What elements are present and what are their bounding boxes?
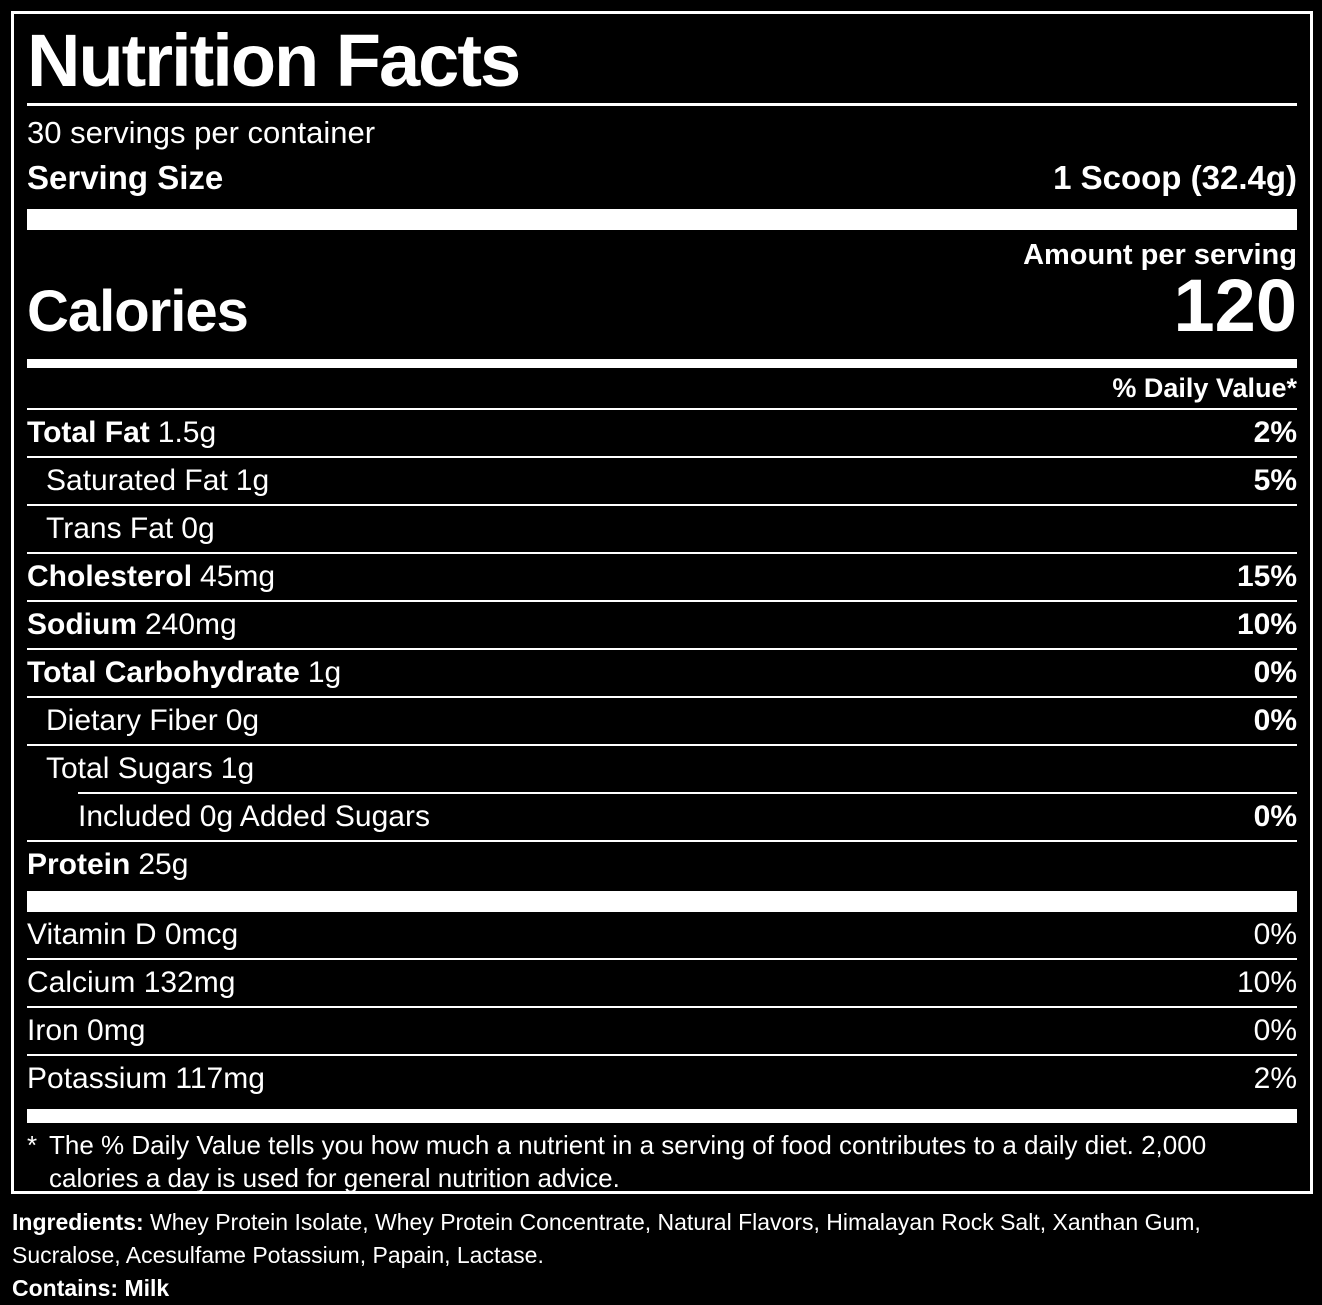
micronutrient-dv: 0% — [1253, 918, 1297, 952]
micronutrient-row-potassium: Potassium 117mg 2% — [27, 1054, 1297, 1102]
nutrient-dv: 2% — [1253, 416, 1297, 450]
micronutrient-row-calcium: Calcium 132mg 10% — [27, 958, 1297, 1006]
calories-value: 120 — [1173, 264, 1297, 348]
nutrient-amount: 45mg — [200, 560, 276, 594]
amount-per-serving: Amount per serving — [1023, 239, 1297, 272]
thick-divider-bar — [27, 891, 1297, 913]
nutrient-label: Dietary Fiber — [46, 704, 218, 738]
medium-divider-bar — [27, 1109, 1297, 1124]
nutrient-label: Total Sugars — [46, 752, 213, 786]
thick-divider-bar — [27, 209, 1297, 231]
ingredients-block: Ingredients: Whey Protein Isolate, Whey … — [12, 1206, 1310, 1305]
micronutrient-row-iron: Iron 0mg 0% — [27, 1006, 1297, 1054]
contains-statement: Contains: Milk — [12, 1275, 170, 1301]
nutrient-dv: 5% — [1253, 464, 1297, 498]
nutrient-dv: 0% — [1253, 704, 1297, 738]
panel-title: Nutrition Facts — [27, 14, 1297, 107]
nutrient-row-cholesterol: Cholesterol 45mg 15% — [27, 552, 1297, 600]
nutrient-label: Saturated Fat — [46, 464, 228, 498]
calories-label: Calories — [27, 279, 249, 345]
nutrient-label: Sodium — [27, 608, 137, 642]
nutrient-row-total-carbohydrate: Total Carbohydrate 1g 0% — [27, 648, 1297, 696]
ingredients-text: Whey Protein Isolate, Whey Protein Conce… — [12, 1209, 1201, 1268]
serving-size-label: Serving Size — [27, 159, 224, 197]
nutrient-amount: 240mg — [145, 608, 237, 642]
nutrient-row-total-sugars: Total Sugars 1g — [27, 744, 1297, 792]
nutrient-label: Protein — [27, 848, 131, 882]
nutrient-amount: 0g — [181, 512, 215, 546]
ingredients-label: Ingredients: — [12, 1209, 144, 1235]
nutrient-label: Cholesterol — [27, 560, 193, 594]
nutrient-label: Total Fat — [27, 416, 150, 450]
nutrient-amount: 1g — [220, 752, 255, 786]
micronutrient-label: Calcium 132mg — [27, 966, 236, 1000]
nutrient-row-sodium: Sodium 240mg 10% — [27, 600, 1297, 648]
nutrient-row-saturated-fat: Saturated Fat 1g 5% — [27, 456, 1297, 504]
daily-value-header: % Daily Value* — [27, 368, 1297, 411]
nutrient-row-total-fat: Total Fat 1.5g 2% — [27, 410, 1297, 456]
nutrient-label: Included 0g Added Sugars — [78, 800, 430, 834]
servings-per-container: 30 servings per container — [27, 115, 376, 151]
nutrient-amount: 25g — [138, 848, 189, 882]
micronutrient-label: Vitamin D 0mcg — [27, 918, 239, 952]
nutrient-amount: 1.5g — [157, 416, 217, 450]
nutrient-dv: 0% — [1253, 656, 1297, 690]
micronutrient-dv: 0% — [1253, 1014, 1297, 1048]
nutrient-label: Total Carbohydrate — [27, 656, 300, 690]
footnote-text: The % Daily Value tells you how much a n… — [49, 1130, 1207, 1194]
micronutrient-dv: 10% — [1236, 966, 1297, 1000]
nutrient-label: Trans Fat — [46, 512, 174, 546]
ingredients-line: Ingredients: Whey Protein Isolate, Whey … — [12, 1206, 1310, 1272]
footnote-asterisk: * — [27, 1130, 38, 1161]
nutrient-dv: 15% — [1236, 560, 1297, 594]
calories-row: Calories 120 — [27, 264, 1297, 348]
nutrient-row-dietary-fiber: Dietary Fiber 0g 0% — [27, 696, 1297, 744]
daily-value-footnote: * The % Daily Value tells you how much a… — [27, 1129, 1297, 1195]
micronutrient-label: Potassium 117mg — [27, 1062, 265, 1096]
micronutrient-row-vitamin-d: Vitamin D 0mcg 0% — [27, 912, 1297, 958]
nutrient-amount: 1g — [307, 656, 342, 690]
nutrient-row-trans-fat: Trans Fat 0g — [27, 504, 1297, 552]
nutrient-dv: 0% — [1253, 800, 1297, 834]
medium-divider-bar — [27, 359, 1297, 369]
micronutrient-dv: 2% — [1253, 1062, 1297, 1096]
nutrient-amount: 1g — [235, 464, 270, 498]
nutrient-amount: 0g — [225, 704, 260, 738]
nutrient-row-protein: Protein 25g — [27, 840, 1297, 888]
serving-size-value: 1 Scoop (32.4g) — [1053, 159, 1297, 197]
nutrient-dv: 10% — [1236, 608, 1297, 642]
micronutrient-label: Iron 0mg — [27, 1014, 146, 1048]
nutrient-row-added-sugars: Included 0g Added Sugars 0% — [78, 792, 1297, 840]
nutrition-facts-panel: Nutrition Facts 30 servings per containe… — [11, 11, 1313, 1194]
serving-size-row: Serving Size 1 Scoop (32.4g) — [27, 160, 1297, 196]
